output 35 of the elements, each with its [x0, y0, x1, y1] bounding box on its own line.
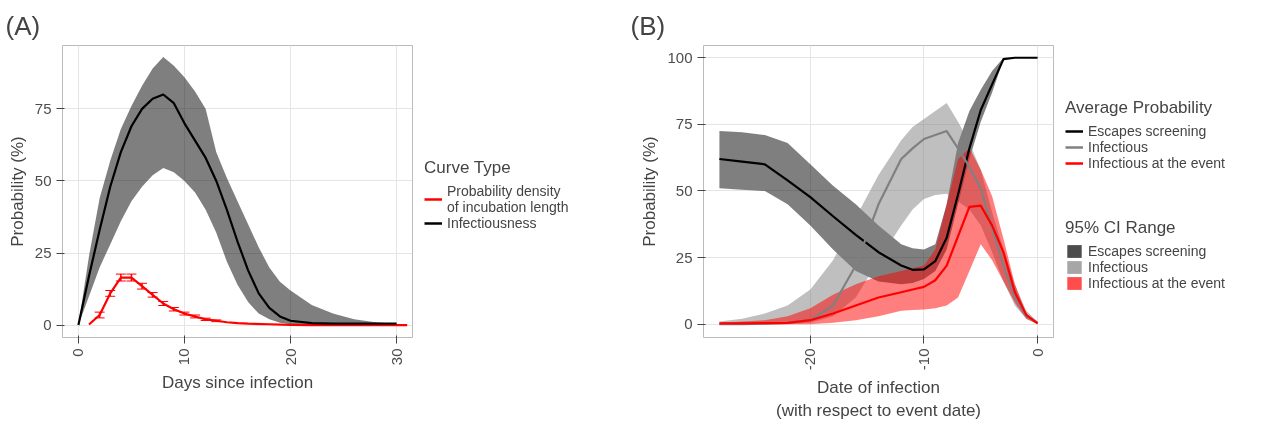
x-tick-label: 0: [1028, 348, 1046, 357]
y-tick-label: 0: [684, 315, 693, 333]
y-tick-label: 50: [34, 171, 52, 189]
y-axis-title: Probability (%): [640, 136, 660, 247]
legend-label: Infectiousness: [447, 215, 537, 231]
legend-title: Curve Type: [424, 158, 512, 178]
line-series: [718, 204, 1039, 325]
x-tick-label: -10: [914, 348, 932, 371]
text: Infectious at the event: [1088, 155, 1225, 171]
y-tick-label: 75: [34, 99, 52, 117]
y-tick-label: 50: [675, 181, 693, 199]
y-tick-label: 25: [675, 248, 693, 266]
chart-title: (A): [5, 10, 41, 41]
text: 95% CI Range: [1065, 218, 1176, 237]
legend-label: Probability density of incubation length: [447, 183, 569, 215]
y-tick-label: 25: [34, 244, 52, 262]
y-tick-label: 0: [43, 316, 52, 334]
text: Infectious: [1088, 259, 1148, 275]
x-tick-label: 10: [175, 348, 193, 366]
legend-label: Escapes screening: [1088, 123, 1207, 139]
legend-label: Infectious: [1088, 139, 1148, 155]
x-tick-label: 30: [387, 348, 405, 366]
x-tick-label: 0: [69, 348, 87, 357]
text: Escapes screening: [1088, 243, 1207, 259]
chart-title: (B): [630, 10, 666, 41]
x-axis-title: Days since infection: [161, 373, 314, 393]
y-tick-label: 75: [675, 115, 693, 133]
y-tick-label: 100: [667, 48, 693, 66]
x-tick-label: -20: [801, 348, 819, 371]
x-axis-title: Date of infection (with respect to event date): [775, 378, 982, 420]
text: Average Probability: [1065, 98, 1213, 117]
line-series: [87, 276, 409, 327]
x-tick-label: 20: [281, 348, 299, 366]
legend-label: Infectious at the event: [1088, 275, 1225, 291]
y-axis-title: Probability (%): [7, 136, 27, 247]
